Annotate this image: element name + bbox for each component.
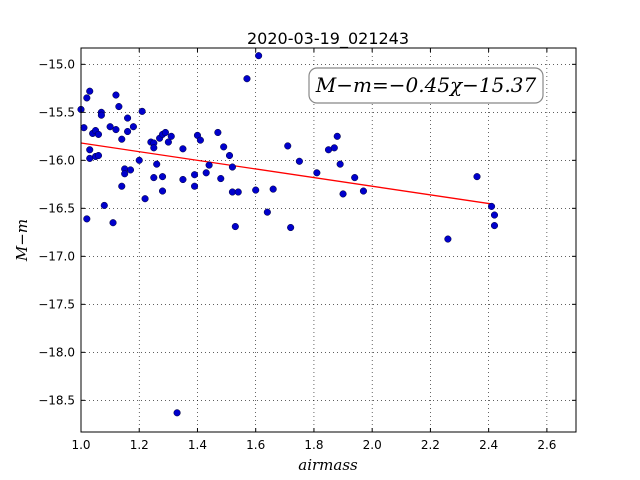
- y-tick-label: −18.0: [38, 345, 75, 359]
- data-point: [234, 188, 242, 196]
- data-point: [153, 160, 161, 168]
- data-point: [252, 186, 260, 194]
- plot-area: [81, 48, 576, 432]
- x-tick-label: 2.4: [479, 438, 498, 452]
- data-point: [94, 151, 103, 160]
- data-point: [124, 114, 132, 122]
- data-point: [231, 223, 239, 231]
- data-point: [214, 128, 222, 137]
- data-point: [490, 211, 499, 219]
- data-point: [86, 146, 94, 154]
- fit-line-group: [80, 142, 492, 205]
- data-point: [86, 87, 94, 95]
- data-point: [135, 156, 143, 164]
- data-point: [488, 202, 496, 210]
- x-tick-label: 1.8: [304, 438, 323, 452]
- data-point: [106, 123, 114, 131]
- data-point: [129, 123, 137, 131]
- data-points: [77, 52, 499, 417]
- data-point: [164, 138, 172, 146]
- x-axis-label: airmass: [298, 456, 358, 474]
- annotation-box: M−m=−0.45χ−15.37: [308, 67, 544, 104]
- data-point: [330, 144, 338, 152]
- data-point: [158, 187, 167, 195]
- data-point: [118, 182, 126, 190]
- y-tick-label: −15.5: [38, 105, 75, 119]
- y-tick-label: −15.0: [38, 57, 75, 71]
- annotation-frame: [308, 67, 544, 104]
- data-point: [205, 161, 213, 169]
- data-point: [444, 235, 452, 243]
- fit-line: [80, 142, 492, 205]
- data-point: [161, 128, 169, 137]
- x-tick-label: 1.2: [130, 438, 149, 452]
- data-point: [336, 160, 344, 168]
- data-point: [295, 157, 303, 165]
- data-point: [150, 174, 158, 182]
- data-point: [126, 166, 135, 174]
- data-point: [191, 182, 199, 190]
- data-point: [83, 94, 91, 102]
- data-point: [158, 173, 167, 181]
- plot-frame: [80, 47, 577, 433]
- data-point: [112, 91, 120, 99]
- data-point: [228, 163, 236, 171]
- data-point: [313, 169, 321, 177]
- data-point: [220, 143, 228, 151]
- data-point: [109, 219, 117, 227]
- data-point: [121, 170, 129, 178]
- data-point: [97, 111, 105, 119]
- data-point: [263, 208, 271, 216]
- x-tick-label: 2.6: [537, 438, 556, 452]
- data-point: [115, 103, 123, 111]
- data-point: [243, 75, 251, 83]
- fit-equation: M−m=−0.45χ−15.37: [315, 73, 537, 97]
- y-tick-label: −18.5: [38, 393, 75, 407]
- data-point: [141, 195, 149, 203]
- data-point: [202, 169, 210, 177]
- data-point: [124, 127, 132, 136]
- data-point: [351, 174, 359, 182]
- x-tick-label: 1.4: [188, 438, 207, 452]
- data-point: [150, 144, 158, 152]
- axis-ticks: [80, 48, 576, 432]
- data-point: [138, 107, 146, 115]
- y-tick-label: −17.5: [38, 297, 75, 311]
- data-point: [100, 201, 108, 209]
- x-tick-label: 1.0: [71, 438, 90, 452]
- data-point: [191, 171, 199, 179]
- data-point: [269, 185, 277, 193]
- data-point: [284, 142, 292, 150]
- data-point: [179, 175, 187, 184]
- data-point: [217, 175, 225, 183]
- data-point: [287, 223, 295, 232]
- x-tick-label: 2.0: [363, 438, 382, 452]
- data-point: [473, 173, 481, 181]
- data-point: [167, 132, 175, 140]
- data-point: [255, 52, 263, 60]
- x-tick-label: 1.6: [246, 438, 265, 452]
- x-tick-labels: 1.0 1.2 1.4 1.6 1.8 2.0 2.2 2.4 2.6: [71, 438, 556, 452]
- y-tick-labels: −15.0 −15.5 −16.0 −16.5 −17.0 −17.5 −18.0 −18.5: [38, 57, 75, 407]
- data-point: [80, 124, 88, 132]
- x-tick-label: 2.2: [421, 438, 440, 452]
- data-point: [179, 145, 187, 153]
- y-tick-label: −16.5: [38, 201, 75, 215]
- data-point: [359, 187, 367, 195]
- data-point: [490, 222, 499, 230]
- data-point: [173, 409, 181, 417]
- data-point: [94, 130, 103, 138]
- data-point: [196, 136, 204, 144]
- data-point: [112, 126, 120, 134]
- chart-title: 2020-03-19_021243: [247, 29, 409, 49]
- data-point: [225, 151, 234, 160]
- data-point: [333, 132, 341, 140]
- y-axis-label: M−m: [13, 219, 31, 262]
- y-tick-label: −17.0: [38, 249, 75, 263]
- data-point: [83, 215, 91, 223]
- y-tick-label: −16.0: [38, 153, 75, 167]
- data-point: [118, 135, 126, 143]
- data-point: [339, 190, 347, 198]
